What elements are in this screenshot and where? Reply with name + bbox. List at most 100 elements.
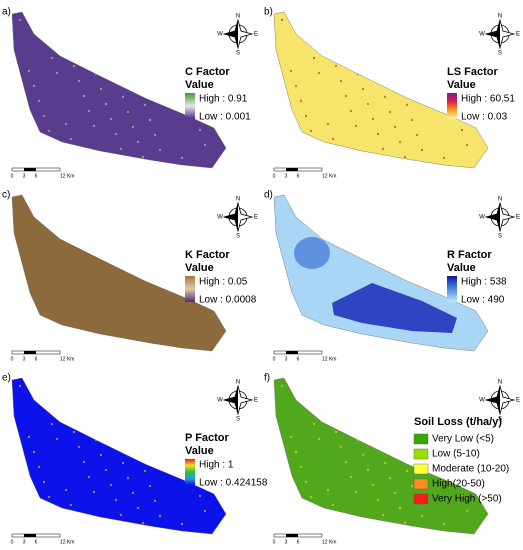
texture-dot [203,143,207,147]
texture-dot [163,389,167,393]
texture-dot [428,90,432,94]
texture-dot [408,30,412,34]
legend-low: Low : 490 [461,295,505,306]
texture-dot [109,117,113,121]
texture-dot [349,109,353,113]
texture-dot [158,514,162,518]
texture-dot [344,94,348,98]
legend-low: Low : 0.03 [461,112,508,123]
texture-dot [292,136,296,140]
scale-bar-seg [24,168,36,171]
texture-dot [52,510,56,514]
texture-dot [99,87,103,91]
texture-dot [304,480,308,484]
texture-dot [319,385,323,389]
texture-dot [62,400,66,404]
texture-dot [336,518,340,522]
scale-label: 12 Km [322,539,336,545]
compass-n: N [498,14,502,20]
texture-dot [381,147,385,151]
compass-s: S [236,234,240,240]
legend-swatch [413,493,429,505]
texture-dot [111,65,115,69]
compass-fill [486,203,514,231]
legend-low: Low : 0.424158 [199,478,268,489]
legend-title: C Factor [185,66,230,78]
texture-dot [50,422,54,426]
compass-s: S [498,51,502,57]
legend-subtitle: Value [185,445,214,457]
texture-dot [74,152,78,156]
panel-label: a) [2,7,11,18]
texture-dot [161,441,165,445]
compass-s: S [236,417,240,423]
scale-label: 6 [35,356,38,362]
scale-label: 3 [285,356,288,362]
texture-dot [415,133,419,137]
legend-ramp [185,459,195,485]
compass-fill [486,386,514,414]
texture-dot [82,94,86,98]
texture-dot [354,490,358,494]
panel-label: d) [264,190,273,201]
texture-dot [180,156,184,160]
texture-dot [18,18,22,22]
compass-s: S [498,234,502,240]
texture-dot [307,407,311,411]
map-panel: f) N S E W 0 3 6 12 Km Soil Loss (t/ha/y) Very Low… [264,373,520,546]
panel-label: b) [264,7,273,18]
texture-dot [324,400,328,404]
legend-ramp [185,276,195,302]
texture-dot [84,408,88,412]
texture-dot [299,99,303,103]
texture-dot [32,450,36,454]
texture-dot [151,411,155,415]
compass: N S E W [479,14,520,57]
texture-dot [27,69,31,73]
texture-dot [430,38,434,42]
compass-fill [224,203,252,231]
texture-dot [89,57,93,61]
compass-e: E [254,215,258,221]
texture-dot [124,388,128,392]
texture-dot [89,423,93,427]
texture-dot [410,118,414,122]
texture-dot [111,431,115,435]
texture-dot [410,484,414,488]
scale-label: 3 [23,539,26,545]
texture-dot [289,435,293,439]
scale-bar-seg [286,168,298,171]
texture-dot [314,510,318,514]
texture-dot [405,469,409,473]
compass-s: S [498,417,502,423]
scale-label: 0 [273,539,276,545]
texture-dot [106,416,110,420]
texture-dot [319,19,323,23]
texture-dot [413,411,417,415]
texture-dot [344,460,348,464]
scale-label: 12 Km [322,356,336,362]
texture-dot [314,144,318,148]
texture-dot [124,22,128,26]
texture-dot [428,456,432,460]
texture-dot [430,404,434,408]
scale-label: 12 Km [60,539,74,545]
scale-label: 12 Km [60,356,74,362]
texture-dot [363,401,367,405]
texture-dot [356,438,360,442]
scale-label: 0 [273,356,276,362]
texture-dot [398,140,402,144]
texture-dot [178,434,182,438]
texture-dot [452,46,456,50]
texture-dot [326,488,330,492]
texture-dot [383,461,387,465]
texture-dot [84,42,88,46]
texture-dot [302,26,306,30]
texture-dot [198,494,202,498]
legend-item: High(20-50) [432,479,485,490]
compass-e: E [254,32,258,38]
texture-dot [40,26,44,30]
texture-dot [82,460,86,464]
